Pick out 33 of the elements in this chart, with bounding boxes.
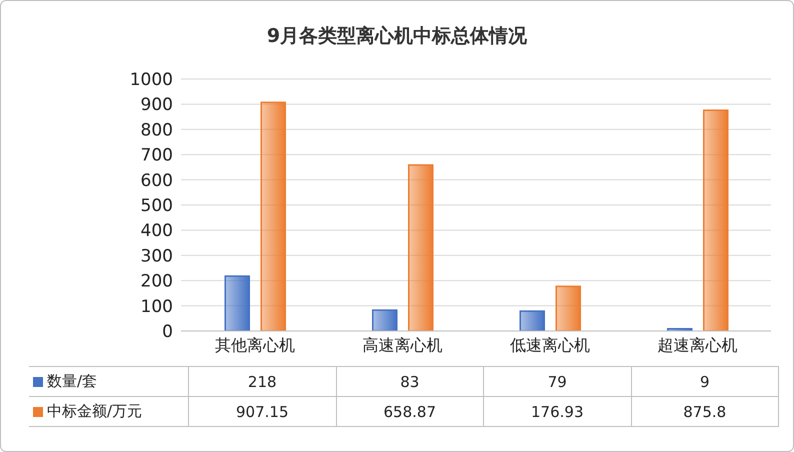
x-tick-label: 其他离心机: [214, 335, 295, 354]
bar: [703, 110, 728, 331]
bar: [224, 275, 250, 331]
chart-title: 9月各类型离心机中标总体情况: [266, 24, 528, 49]
y-tick-label: 800: [140, 120, 173, 140]
x-tick-label: 超速离心机: [657, 335, 738, 354]
y-tick-label: 300: [140, 246, 173, 266]
y-tick-label: 700: [140, 146, 173, 166]
bar: [556, 286, 581, 331]
y-tick-label: 400: [140, 221, 173, 242]
y-tick-label: 500: [140, 196, 173, 216]
data-label: 9: [631, 366, 778, 396]
data-label: 176.93: [484, 396, 631, 426]
y-tick-label: 0: [162, 322, 173, 342]
bar: [372, 309, 398, 331]
y-tick-label: 100: [140, 296, 173, 317]
legend-label: 数量/套: [29, 366, 188, 396]
bar: [260, 102, 286, 331]
y-tick-label: 200: [140, 272, 173, 292]
data-label: 907.15: [188, 396, 336, 426]
data-label: 79: [484, 366, 631, 396]
y-tick-label: 900: [140, 95, 173, 116]
x-tick-label: 低速离心机: [510, 335, 590, 354]
data-label: 658.87: [336, 396, 484, 426]
y-tick-label: 600: [140, 170, 173, 191]
y-tick-label: 1000: [130, 70, 173, 90]
bar: [408, 164, 434, 331]
bar: [520, 310, 545, 331]
legend-label: 中标金额/万元: [29, 396, 188, 426]
x-tick-label: 高速离心机: [362, 335, 442, 354]
data-label: 83: [336, 366, 484, 396]
data-label: 875.8: [631, 396, 778, 426]
data-label: 218: [188, 366, 336, 396]
